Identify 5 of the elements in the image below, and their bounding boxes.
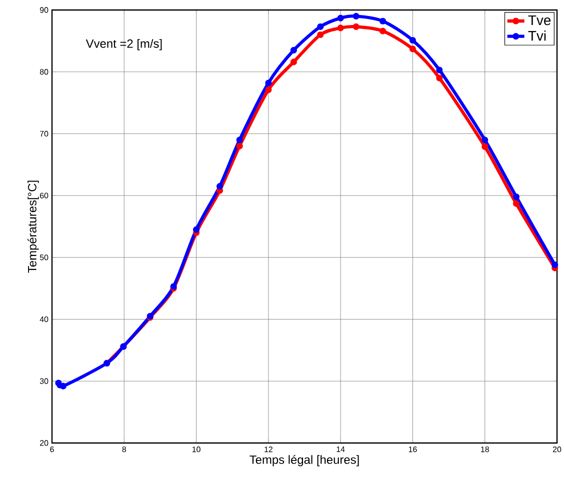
- annotation: Vvent =2 [m/s]: [86, 39, 162, 50]
- legend-label: Tvi: [528, 30, 546, 41]
- x-axis-title: Temps légal [heures]: [250, 454, 359, 466]
- legend-label: Tve: [528, 15, 551, 26]
- y-axis-title: Températures[°C]: [28, 180, 39, 273]
